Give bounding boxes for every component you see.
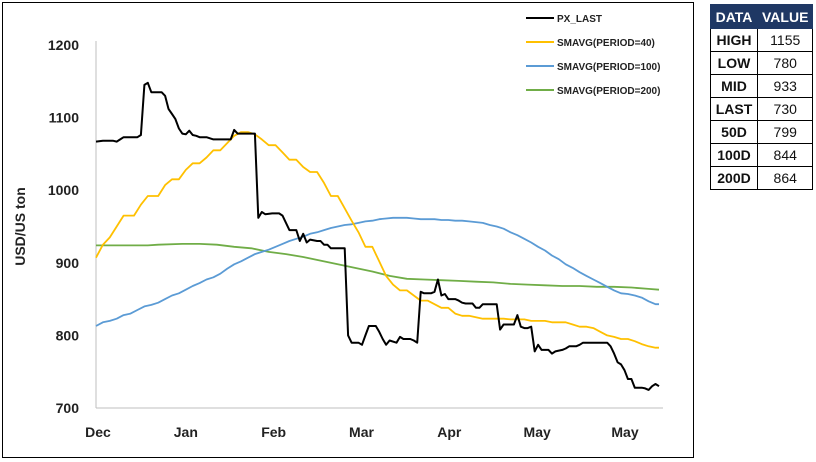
table-row-50d: 50D 799 xyxy=(710,120,814,144)
row-key: 200D xyxy=(710,166,758,190)
row-key: LOW xyxy=(710,51,758,75)
table-row-200d: 200D 864 xyxy=(710,166,814,190)
series-line-0 xyxy=(95,81,660,391)
legend-label: SMAVG(PERIOD=200) xyxy=(557,86,660,97)
row-key: MID xyxy=(710,74,758,98)
row-key: LAST xyxy=(710,97,758,121)
legend-label: SMAVG(PERIOD=40) xyxy=(557,38,655,49)
row-value: 864 xyxy=(756,166,814,190)
row-value: 730 xyxy=(756,97,814,121)
series-line-1 xyxy=(95,131,659,349)
legend: PX_LAST SMAVG(PERIOD=40) SMAVG(PERIOD=100)… xyxy=(526,14,660,97)
table-row-100d: 100D 844 xyxy=(710,143,814,167)
column-header-value: VALUE xyxy=(756,4,814,29)
table-header-row: DATA VALUE xyxy=(710,4,814,29)
series-line-3 xyxy=(96,243,660,291)
row-value: 1155 xyxy=(756,28,814,52)
legend-label: SMAVG(PERIOD=100) xyxy=(557,62,660,73)
x-tick-label: Feb xyxy=(261,424,286,440)
row-key: HIGH xyxy=(710,28,758,52)
y-tick-label: 700 xyxy=(56,400,80,416)
series-line-2 xyxy=(95,216,659,327)
table-row-low: LOW 780 xyxy=(710,51,814,75)
x-tick-label: Apr xyxy=(437,424,462,440)
x-tick-label: Mar xyxy=(349,424,374,440)
row-key: 50D xyxy=(710,120,758,144)
row-key: 100D xyxy=(710,143,758,167)
table-row-last: LAST 730 xyxy=(710,97,814,121)
series-lines xyxy=(95,81,660,391)
line-chart: USD/US ton 1200 1100 1000 900 800 700 Dec Jan F… xyxy=(12,14,663,440)
y-tick-label: 900 xyxy=(56,255,80,271)
row-value: 844 xyxy=(756,143,814,167)
x-tick-label: Jan xyxy=(174,424,198,440)
chart-panel: USD/US ton 1200 1100 1000 900 800 700 Dec Jan F… xyxy=(2,2,694,458)
y-tick-label: 1200 xyxy=(48,37,79,53)
y-tick-label: 1100 xyxy=(49,110,80,126)
y-axis-title: USD/US ton xyxy=(12,187,28,266)
x-tick-label: May xyxy=(611,424,638,440)
column-header-data: DATA xyxy=(710,4,758,29)
table-row-mid: MID 933 xyxy=(710,74,814,98)
legend-label: PX_LAST xyxy=(557,14,602,25)
stats-table: DATA VALUE HIGH 1155 LOW 780 MID 933 LAST 73… xyxy=(710,4,814,190)
x-axis-ticks: Dec Jan Feb Mar Apr May May xyxy=(85,424,639,440)
x-tick-label: May xyxy=(524,424,551,440)
y-tick-label: 1000 xyxy=(48,182,79,198)
y-axis-ticks: 1200 1100 1000 900 800 700 xyxy=(48,37,79,416)
row-value: 933 xyxy=(756,74,814,98)
table-row-high: HIGH 1155 xyxy=(710,28,814,52)
x-tick-label: Dec xyxy=(85,424,111,440)
row-value: 799 xyxy=(756,120,814,144)
row-value: 780 xyxy=(756,51,814,75)
y-tick-label: 800 xyxy=(56,327,80,343)
